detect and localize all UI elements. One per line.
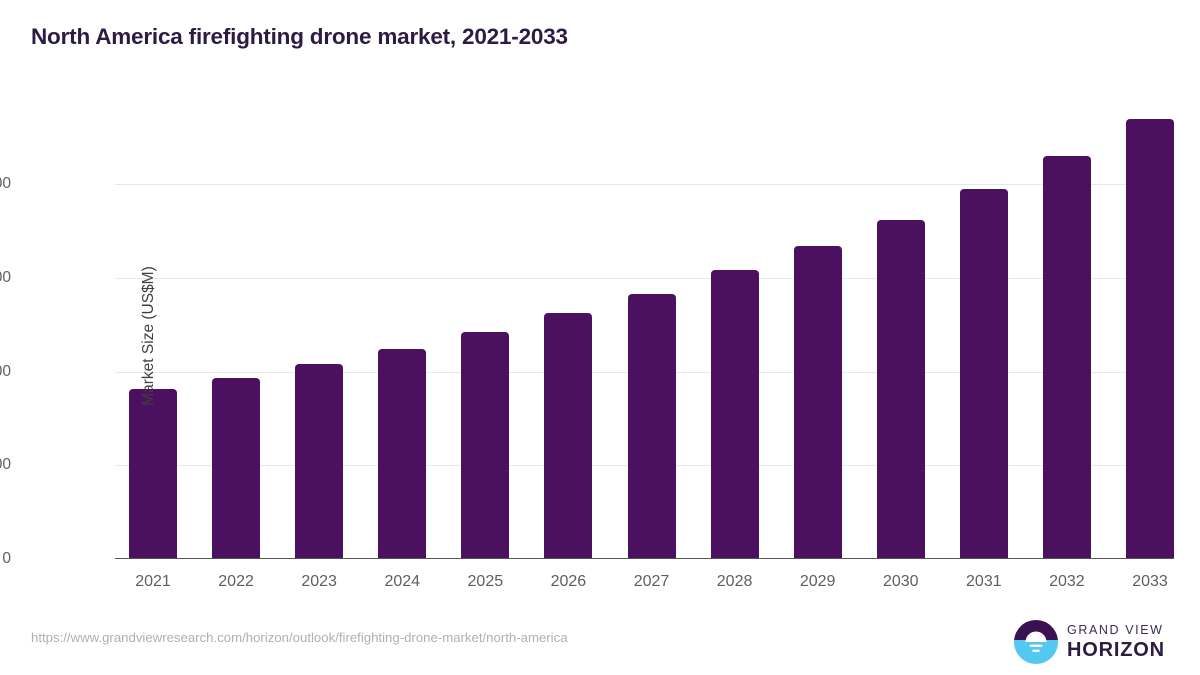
brand-name-top: GRAND VIEW — [1067, 623, 1164, 638]
bar[interactable] — [876, 219, 925, 559]
y-axis-tick-label: 0 — [2, 550, 11, 567]
bar[interactable] — [793, 246, 842, 559]
bar[interactable] — [1126, 119, 1174, 559]
bar[interactable] — [1042, 155, 1091, 559]
bar[interactable] — [129, 389, 177, 559]
brand-name-bottom: HORIZON — [1067, 638, 1165, 661]
bar[interactable] — [544, 313, 593, 559]
bar[interactable] — [959, 188, 1008, 559]
gridline — [115, 277, 1174, 279]
source-url[interactable]: https://www.grandviewresearch.com/horizo… — [31, 630, 568, 645]
bar[interactable] — [710, 270, 759, 559]
bar[interactable] — [627, 294, 676, 559]
x-axis-tick-label: 2025 — [467, 573, 504, 590]
brand-wordmark: GRAND VIEW HORIZON — [1067, 624, 1165, 660]
horizon-sun-circle-icon — [1014, 620, 1058, 664]
x-axis-tick-label: 2030 — [882, 573, 919, 590]
x-axis-tick-label: 2032 — [1049, 573, 1085, 590]
y-axis-tick-label: 400 — [0, 362, 11, 380]
y-axis-tick-label: 200 — [0, 456, 11, 474]
gridline — [115, 184, 1174, 186]
page-title: North America firefighting drone market,… — [31, 24, 568, 49]
x-axis-tick-label: 2027 — [633, 573, 670, 590]
x-axis-tick-label: 2033 — [1132, 573, 1168, 590]
bar[interactable] — [295, 363, 344, 559]
bar[interactable] — [378, 349, 427, 559]
x-axis-line — [115, 558, 1174, 560]
y-axis-tick-label: 600 — [0, 268, 11, 286]
bar[interactable] — [461, 332, 510, 559]
x-axis-tick-label: 2024 — [384, 573, 421, 590]
x-axis-tick-label: 2021 — [135, 573, 171, 590]
plot-area: Market Size (US$M) — [115, 95, 1174, 559]
x-axis-tick-label: 2023 — [301, 573, 337, 590]
x-axis-tick-label: 2028 — [716, 573, 753, 590]
y-axis-tick-label: 800 — [0, 175, 11, 193]
bar[interactable] — [212, 377, 261, 559]
y-axis-title: Market Size (US$M) — [140, 266, 157, 406]
brand-logo: GRAND VIEW HORIZON — [1014, 620, 1165, 664]
x-axis-tick-label: 2031 — [966, 573, 1002, 590]
x-axis-tick-label: 2029 — [799, 573, 836, 590]
x-axis-tick-label: 2026 — [550, 573, 587, 590]
x-axis-tick-label: 2022 — [218, 573, 254, 590]
